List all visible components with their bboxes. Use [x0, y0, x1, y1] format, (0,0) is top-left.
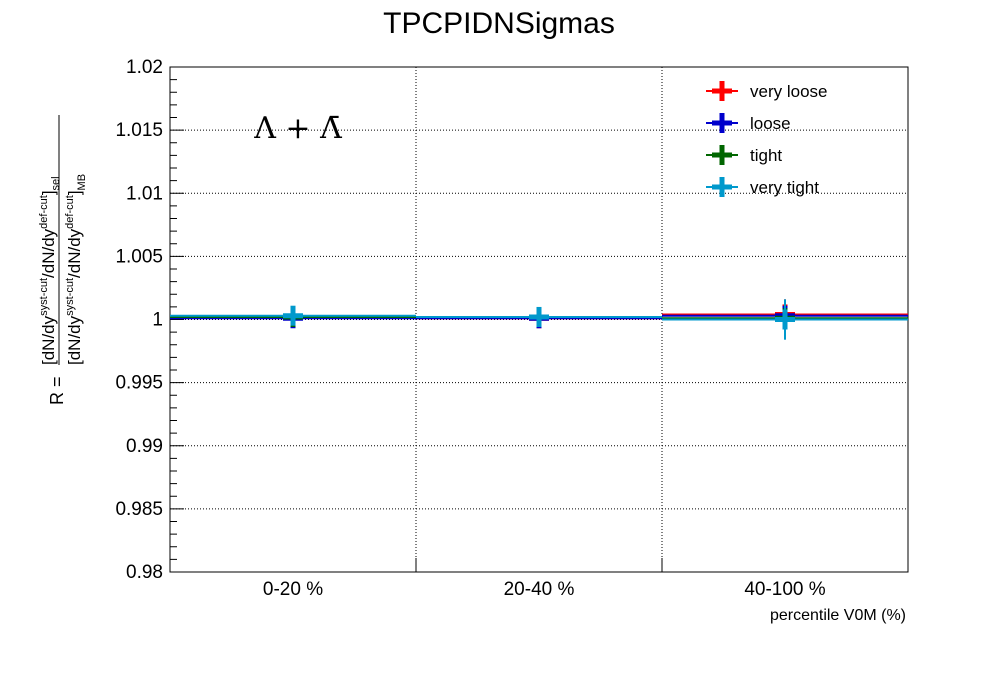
- y-tick-label: 1.015: [115, 120, 163, 141]
- y-tick-label: 0.98: [126, 562, 163, 583]
- legend-label: loose: [750, 114, 791, 133]
- y-tick-labels: 0.98 0.985 0.99 0.995 1 1.005 1.01 1.015 1.02: [115, 57, 163, 583]
- data-marks: [170, 299, 908, 340]
- series-very-tight: [170, 299, 908, 340]
- x-tick-labels: 0-20 % 20-40 % 40-100 %: [263, 579, 826, 600]
- y-tick-label: 0.995: [115, 373, 163, 394]
- x-tick-label: 40-100 %: [744, 579, 825, 600]
- legend-label: tight: [750, 146, 782, 165]
- x-tick-label: 20-40 %: [504, 579, 575, 600]
- ylabel-prefix: R =: [47, 376, 67, 405]
- legend-item: very loose: [706, 81, 827, 101]
- legend-label: very tight: [750, 178, 819, 197]
- ylabel-numerator: [dN/dysyst-cut/dN/dydef-cut]sel: [38, 176, 62, 365]
- legend-item: very tight: [706, 177, 819, 197]
- x-tick-label: 0-20 %: [263, 579, 323, 600]
- y-tick-label: 1.02: [126, 57, 163, 78]
- y-tick-label: 1: [152, 310, 163, 331]
- x-axis-label: percentile V0M (%): [770, 607, 906, 624]
- y-tick-label: 0.99: [126, 436, 163, 457]
- ylabel-denominator: [dN/dysyst-cut/dN/dydef-cut]MB: [64, 174, 88, 365]
- chart-title: TPCPIDNSigmas: [383, 7, 615, 40]
- legend: very loose loose tight very tight: [706, 81, 827, 197]
- y-tick-label: 1.005: [115, 246, 163, 267]
- y-axis-label: R = [dN/dysyst-cut/dN/dydef-cut]sel[dN/dy…: [38, 115, 88, 405]
- legend-item: tight: [706, 145, 782, 165]
- annotation-lambda: Λ + Λ̄: [253, 111, 342, 146]
- legend-label: very loose: [750, 82, 827, 101]
- legend-item: loose: [706, 113, 791, 133]
- y-tick-label: 0.985: [115, 499, 163, 520]
- y-tick-label: 1.01: [126, 183, 163, 204]
